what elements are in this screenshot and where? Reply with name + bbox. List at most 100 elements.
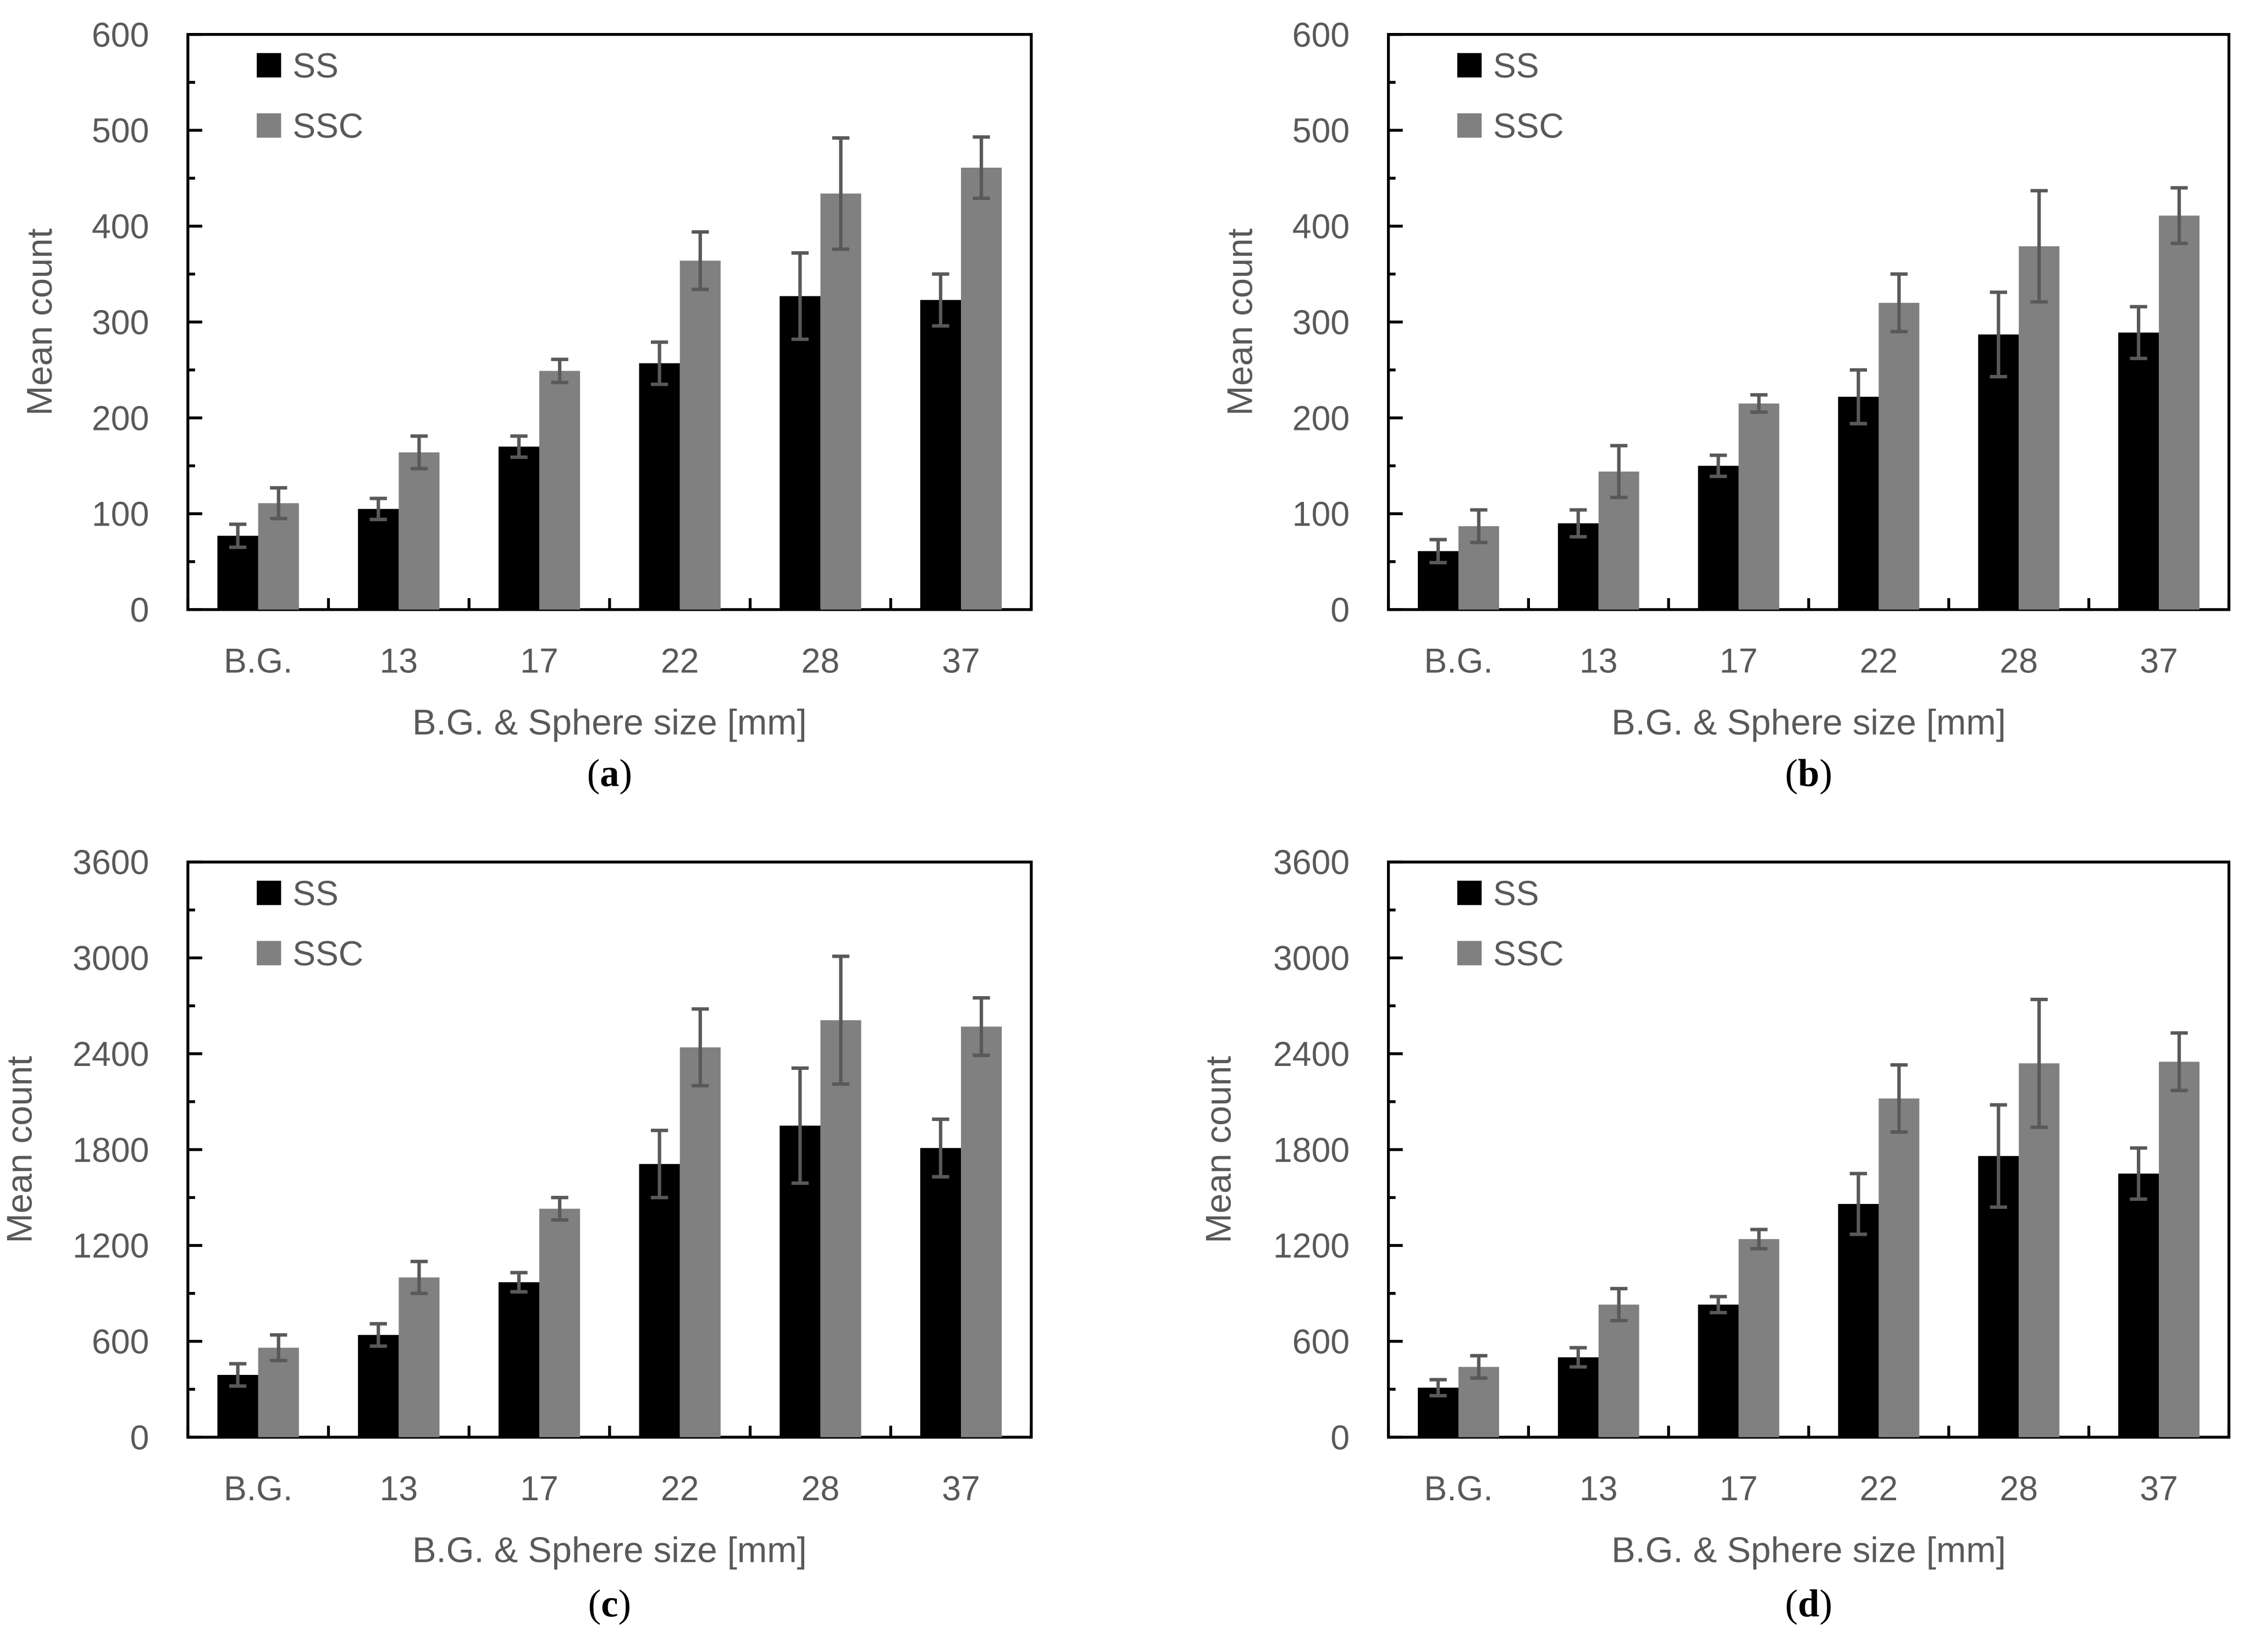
- x-category-label: 37: [2140, 1469, 2178, 1508]
- error-bar-ssc-28: [832, 136, 850, 251]
- bar-ssc-22: [679, 261, 721, 610]
- x-category-label: 28: [1999, 1469, 2038, 1508]
- x-category-label: 37: [942, 642, 980, 681]
- panel-label: (c): [588, 1582, 631, 1625]
- bar-ss-17: [1698, 466, 1739, 610]
- x-category-label: 13: [379, 1469, 418, 1508]
- bar-ssc-37: [2159, 216, 2200, 610]
- error-bar-ssc-13: [1610, 444, 1628, 499]
- y-tick-label: 0: [1330, 1418, 1350, 1457]
- error-bar-ss-17: [1710, 453, 1727, 478]
- y-axis-title: Mean count: [1198, 1056, 1239, 1244]
- error-bar-ssc-22: [692, 230, 709, 291]
- y-tick-label: 600: [92, 16, 149, 54]
- bar-ssc-28: [2019, 246, 2060, 610]
- legend-label-ssc: SSC: [292, 107, 363, 145]
- x-axis-title: B.G. & Sphere size [mm]: [412, 1529, 807, 1570]
- bar-ss-13: [358, 1335, 399, 1438]
- y-tick-label: 200: [1292, 399, 1350, 438]
- y-tick-label: 3000: [1273, 940, 1350, 978]
- x-axis-title: B.G. & Sphere size [mm]: [1611, 1529, 2006, 1570]
- x-axis-title: B.G. & Sphere size [mm]: [1611, 702, 2006, 742]
- x-category-label: 28: [802, 1469, 840, 1508]
- legend-label-ssc: SSC: [292, 935, 363, 973]
- error-bar-ss-22: [1849, 368, 1867, 426]
- x-category-label: 37: [942, 1469, 980, 1508]
- y-tick-label: 2400: [1273, 1035, 1350, 1074]
- bar-ss-22: [639, 1164, 680, 1438]
- x-category-label: 13: [1579, 1469, 1618, 1508]
- error-bar-ss-13: [1570, 508, 1587, 539]
- y-tick-label: 3600: [73, 843, 149, 882]
- bar-ssc-22: [1878, 1098, 1920, 1438]
- error-bar-ssc-13: [410, 434, 428, 471]
- y-tick-label: 600: [1292, 16, 1350, 54]
- bar-ss-22: [1838, 1203, 1879, 1438]
- bar-ssc-17: [1738, 403, 1780, 610]
- x-category-label: 22: [1860, 1469, 1898, 1508]
- x-category-label: B.G.: [224, 642, 292, 681]
- x-category-label: 22: [1860, 642, 1898, 681]
- error-bar-ssc-bg: [1470, 1353, 1488, 1380]
- error-bar-ssc-28: [2030, 997, 2048, 1129]
- bar-ss-13: [1557, 1357, 1599, 1438]
- x-category-label: 17: [1720, 642, 1758, 681]
- error-bar-ssc-37: [972, 135, 990, 200]
- error-bar-ssc-17: [1750, 1228, 1768, 1251]
- y-tick-label: 300: [1292, 303, 1350, 342]
- error-bar-ss-28: [1990, 1103, 2007, 1209]
- chart-panel-c: 0 600 1200 1800 2400 3000 3600 B.G. 13 17 22 28 37 SS…: [0, 843, 1033, 1625]
- legend-swatch-ssc: [257, 941, 281, 965]
- bar-ssc-28: [820, 1020, 861, 1438]
- x-category-label: B.G.: [224, 1469, 292, 1508]
- y-tick-label: 600: [92, 1323, 149, 1361]
- x-category-label: B.G.: [1424, 1469, 1493, 1508]
- y-tick-label: 100: [92, 495, 149, 534]
- error-bar-ss-13: [369, 1322, 387, 1348]
- error-bar-ss-37: [2130, 1146, 2147, 1201]
- panel-label: (b): [1785, 752, 1832, 795]
- bar-ssc-17: [539, 1208, 581, 1438]
- error-bar-ssc-13: [410, 1259, 428, 1295]
- bar-ss-17: [498, 446, 540, 610]
- x-axis-title: B.G. & Sphere size [mm]: [412, 702, 807, 742]
- bar-ss-28: [780, 296, 821, 610]
- error-bar-ss-37: [932, 1117, 949, 1179]
- bar-ssc-28: [820, 194, 861, 610]
- bar-ssc-bg: [258, 503, 299, 610]
- x-category-label: 22: [661, 1469, 699, 1508]
- y-tick-label: 500: [92, 112, 149, 150]
- error-bar-ssc-37: [972, 996, 990, 1057]
- y-tick-label: 1800: [73, 1131, 149, 1169]
- error-bar-ssc-22: [1890, 272, 1908, 334]
- legend-swatch-ssc: [1457, 113, 1482, 138]
- bar-ssc-bg: [258, 1347, 299, 1438]
- error-bar-ss-22: [650, 1129, 668, 1200]
- x-category-label: 28: [1999, 642, 2038, 681]
- legend-swatch-ss: [1457, 880, 1482, 905]
- x-category-label: 37: [2140, 642, 2178, 681]
- y-axis-title: Mean count: [19, 228, 59, 416]
- y-tick-label: 0: [1330, 591, 1350, 629]
- y-axis-title: Mean count: [0, 1056, 39, 1244]
- legend-swatch-ss: [1457, 53, 1482, 78]
- chart-panel-d: 0 600 1200 1800 2400 3000 3600 B.G. 13 17 22 28 37 SS…: [1198, 843, 2231, 1625]
- bar-ss-37: [920, 1148, 962, 1438]
- legend-label-ss: SS: [292, 47, 339, 85]
- y-tick-label: 600: [1292, 1323, 1350, 1361]
- panel-label: (d): [1785, 1582, 1832, 1625]
- y-tick-label: 1200: [73, 1227, 149, 1266]
- error-bar-ssc-28: [2030, 189, 2048, 304]
- bar-ssc-22: [1878, 302, 1920, 610]
- error-bar-ssc-bg: [270, 1333, 288, 1362]
- error-bar-ss-37: [932, 272, 949, 328]
- y-tick-label: 200: [92, 399, 149, 438]
- y-tick-label: 300: [92, 303, 149, 342]
- x-category-label: 22: [661, 642, 699, 681]
- error-bar-ssc-bg: [270, 486, 288, 521]
- y-tick-label: 500: [1292, 112, 1350, 150]
- error-bar-ssc-13: [1610, 1286, 1628, 1323]
- bar-ss-17: [498, 1282, 540, 1438]
- x-category-label: 17: [520, 642, 559, 681]
